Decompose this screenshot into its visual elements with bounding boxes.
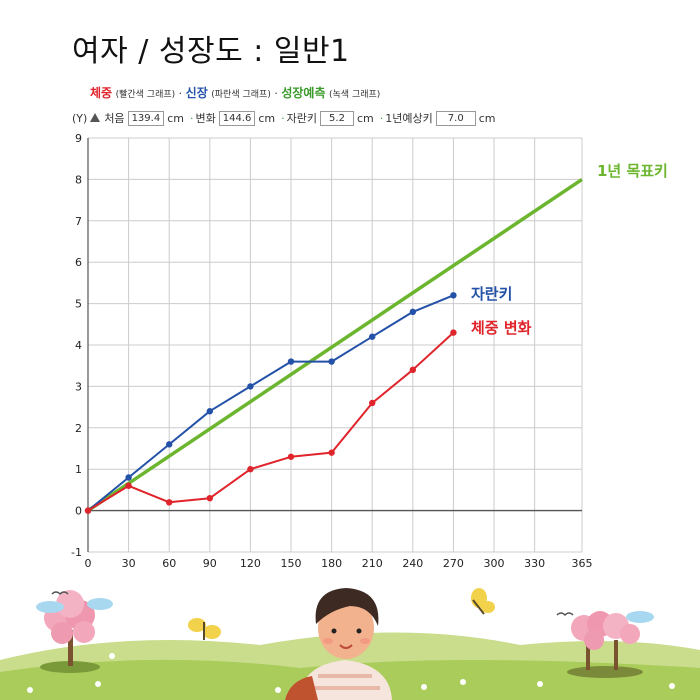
x-tick-label: 180 [321, 557, 342, 570]
x-tick-label: 150 [281, 557, 302, 570]
bullet-icon: · [189, 111, 194, 125]
series-line-target [87, 177, 583, 513]
legend-separator: · [274, 87, 278, 100]
legend-predict-label: 성장예측 [281, 86, 326, 100]
y-tick-label: 1 [75, 463, 82, 476]
chart-axes [87, 138, 582, 552]
change-height-unit: cm [258, 111, 276, 125]
x-tick-label: 365 [572, 557, 593, 570]
y-axis-label: (Y) [72, 111, 88, 125]
y-tick-label: 3 [75, 380, 82, 393]
first-height-unit: cm [167, 111, 184, 125]
arrow-up-icon [90, 112, 101, 122]
x-tick-label: 90 [203, 557, 217, 570]
bird-icon [556, 612, 574, 617]
page-title: 여자 / 성장도 : 일반1 [72, 34, 350, 69]
y-tick-label: 8 [75, 173, 82, 186]
butterfly-icon [188, 618, 221, 640]
growth-label: 자란키 [286, 112, 317, 125]
girl-character-icon [285, 588, 392, 700]
bullet-icon: · [379, 111, 384, 125]
data-point-weight [206, 494, 214, 502]
data-point-height [247, 383, 254, 390]
data-point-weight [166, 499, 173, 506]
series-label-height: 자란키 [471, 285, 512, 303]
cherry-tree-icon [567, 611, 643, 678]
data-point-weight [328, 449, 335, 456]
y-tick-label: -1 [71, 546, 82, 559]
series-line-weight [87, 331, 455, 512]
y-tick-label: 9 [75, 132, 82, 145]
predict-unit: cm [478, 111, 496, 125]
y-tick-label: 5 [75, 298, 82, 311]
butterfly-icon [471, 588, 495, 615]
x-tick-label: 0 [85, 557, 92, 570]
data-point-weight [84, 507, 92, 514]
y-tick-label: 0 [75, 505, 82, 518]
data-point-weight [369, 399, 376, 407]
x-tick-label: 60 [162, 557, 176, 570]
data-point-height [125, 474, 132, 481]
cloud-icon [87, 598, 113, 610]
legend-weight-label: 체중 [90, 86, 113, 100]
bird-icon [51, 591, 69, 596]
y-tick-label: 7 [75, 215, 82, 228]
series-line-height [87, 294, 454, 512]
data-point-height [369, 333, 376, 340]
data-point-height [328, 358, 335, 365]
y-tick-label: 4 [75, 339, 82, 352]
data-point-weight [409, 366, 417, 374]
x-tick-label: 240 [402, 557, 423, 570]
change-height-label: 변화 [195, 112, 216, 125]
cloud-icon [626, 611, 654, 623]
data-point-height [287, 358, 295, 365]
predict-label: 1년예상키 [385, 112, 433, 125]
x-tick-label: 30 [122, 557, 136, 570]
x-tick-label: 210 [362, 557, 383, 570]
legend-height-note: (파란색 그래프) [211, 90, 271, 100]
series-label-target: 1년 목표키 [597, 162, 668, 180]
data-point-height [206, 408, 214, 415]
legend-separator: · [178, 87, 183, 100]
first-height-label: 처음 [104, 112, 125, 125]
x-tick-label: 300 [484, 557, 505, 570]
data-point-height [166, 441, 173, 448]
bullet-icon: · [281, 111, 285, 125]
data-point-weight [247, 466, 254, 473]
legend-weight-note: (빨간색 그래프) [115, 90, 176, 100]
data-point-weight [450, 329, 457, 336]
data-point-height [450, 292, 457, 299]
data-point-height [409, 308, 417, 316]
growth-input-bar: (Y) 처음 139.4 cm · 변화 144.6 cm · 자란키 5.2 … [72, 110, 496, 126]
series-label-weight: 체중 변화 [471, 319, 532, 337]
x-tick-label: 120 [240, 557, 261, 570]
growth-unit: cm [357, 111, 374, 125]
first-height-field[interactable]: 139.4 [127, 110, 165, 126]
chart-legend: 체중 (빨간색 그래프) · 신장 (파란색 그래프) · 성장예측 (녹색 그… [90, 84, 380, 101]
flower-icon [27, 653, 675, 693]
cloud-icon [36, 601, 64, 613]
x-tick-label: 330 [524, 557, 545, 570]
y-tick-label: 2 [75, 422, 82, 435]
predict-field[interactable]: 7.0 [435, 110, 476, 126]
growth-field[interactable]: 5.2 [320, 110, 354, 126]
legend-predict-note: (녹색 그래프) [329, 90, 381, 100]
x-tick-label: 270 [443, 557, 464, 570]
chart-series [84, 177, 583, 514]
y-tick-label: 6 [75, 256, 82, 269]
change-height-field[interactable]: 144.6 [218, 110, 256, 126]
data-point-weight [287, 453, 295, 460]
chart-tick-labels: 0 30 60 90 120 150 180 210 240 270 300 330 365-10123… [71, 132, 592, 570]
data-point-weight [125, 482, 132, 489]
legend-height-label: 신장 [185, 86, 208, 100]
